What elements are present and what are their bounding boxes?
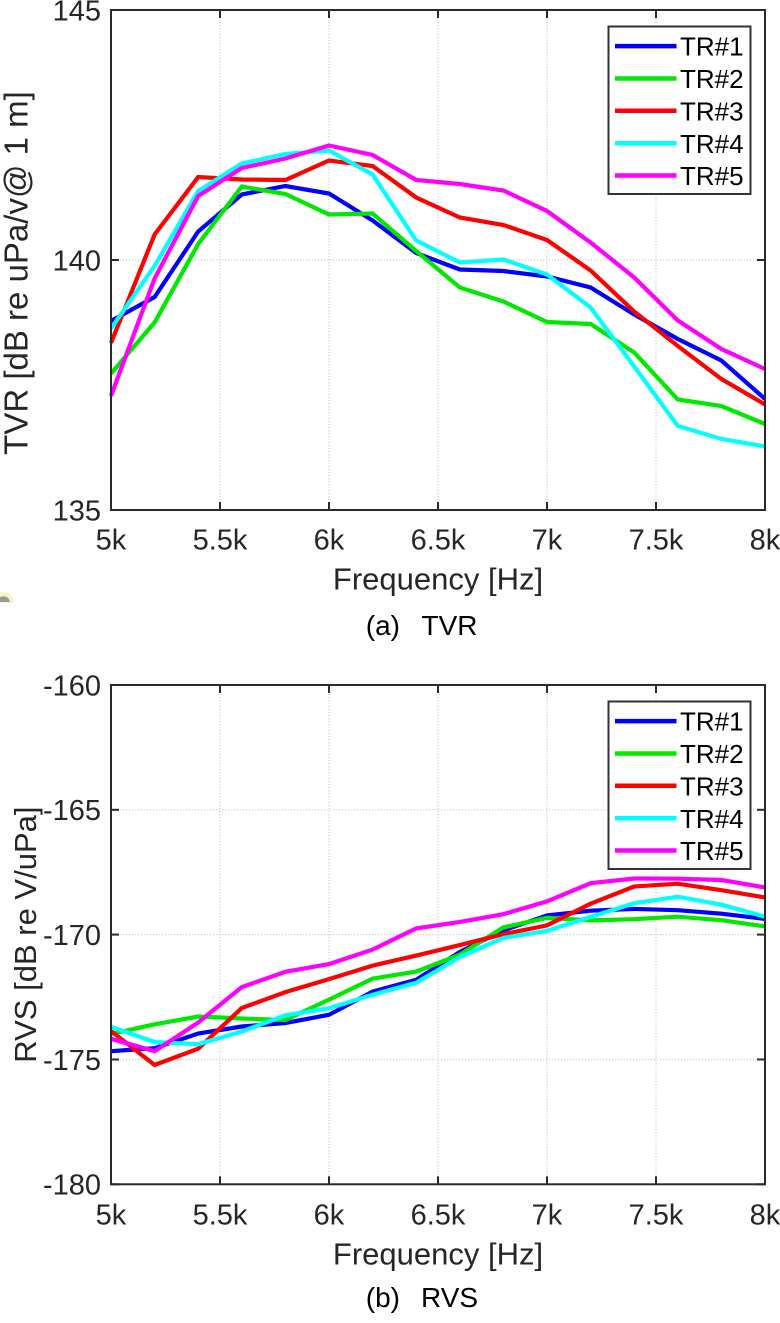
svg-text:TR#5: TR#5 xyxy=(680,161,744,191)
svg-text:-170: -170 xyxy=(43,920,101,952)
svg-text:-180: -180 xyxy=(43,1170,101,1202)
svg-text:(a): (a) xyxy=(366,610,400,641)
svg-text:8k: 8k xyxy=(750,525,780,557)
svg-text:8k: 8k xyxy=(750,1200,780,1232)
svg-text:-160: -160 xyxy=(43,670,101,702)
svg-text:TR#2: TR#2 xyxy=(680,64,744,94)
svg-text:7k: 7k xyxy=(532,525,563,557)
svg-text:Frequency [Hz]: Frequency [Hz] xyxy=(333,1237,543,1272)
svg-text:5.5k: 5.5k xyxy=(193,525,248,557)
svg-text:5k: 5k xyxy=(96,1200,127,1232)
svg-text:TR#3: TR#3 xyxy=(680,96,744,126)
svg-text:TR#1: TR#1 xyxy=(680,32,744,62)
svg-text:6k: 6k xyxy=(314,525,345,557)
svg-text:7k: 7k xyxy=(532,1200,563,1232)
svg-text:TVR [dB re uPa/v@ 1 m]: TVR [dB re uPa/v@ 1 m] xyxy=(0,91,35,455)
svg-text:6.5k: 6.5k xyxy=(411,1200,466,1232)
svg-text:Frequency [Hz]: Frequency [Hz] xyxy=(333,562,543,597)
svg-text:6.5k: 6.5k xyxy=(411,525,466,557)
svg-text:5k: 5k xyxy=(96,525,127,557)
svg-text:TR#4: TR#4 xyxy=(680,804,744,834)
svg-text:5.5k: 5.5k xyxy=(193,1200,248,1232)
svg-text:135: 135 xyxy=(53,495,101,527)
svg-text:7.5k: 7.5k xyxy=(629,1200,684,1232)
svg-text:145: 145 xyxy=(53,0,101,27)
svg-text:RVS: RVS xyxy=(421,1282,478,1313)
svg-text:TR#1: TR#1 xyxy=(680,707,744,737)
svg-text:TR#5: TR#5 xyxy=(680,836,744,866)
svg-text:140: 140 xyxy=(53,245,101,277)
svg-text:TR#3: TR#3 xyxy=(680,771,744,801)
svg-text:7.5k: 7.5k xyxy=(629,525,684,557)
svg-text:-175: -175 xyxy=(43,1045,101,1077)
svg-text:(b): (b) xyxy=(366,1282,400,1313)
svg-text:RVS [dB re V/uPa]: RVS [dB re V/uPa] xyxy=(8,807,43,1063)
svg-text:6k: 6k xyxy=(314,1200,345,1232)
svg-text:TR#2: TR#2 xyxy=(680,739,744,769)
svg-text:TR#4: TR#4 xyxy=(680,129,744,159)
svg-text:-165: -165 xyxy=(43,795,101,827)
svg-text:TVR: TVR xyxy=(422,610,478,641)
